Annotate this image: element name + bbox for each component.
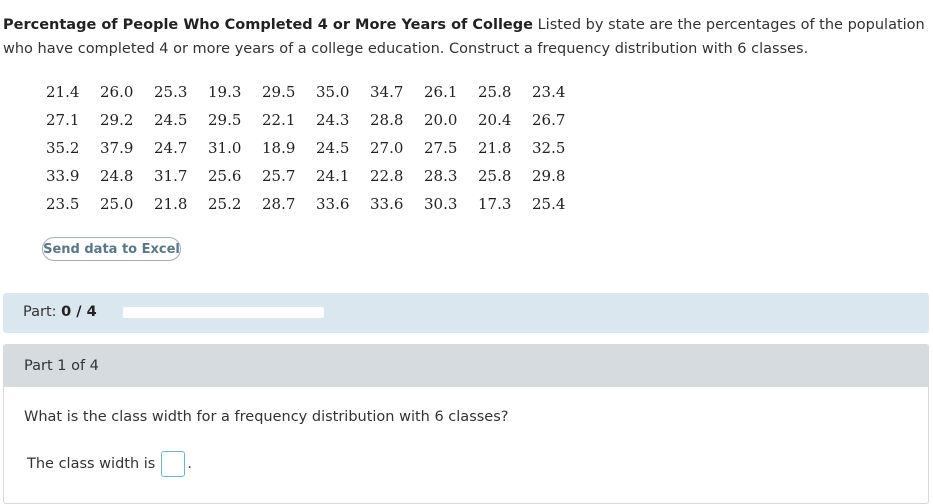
data-cell: 33.6 <box>316 195 350 213</box>
data-cell: 24.5 <box>154 111 188 129</box>
part-progress-label: Part: 0 / 4 <box>23 304 97 320</box>
data-cell: 18.9 <box>262 139 296 157</box>
send-to-excel-button[interactable]: Send data to Excel <box>42 237 181 261</box>
data-cell: 29.5 <box>208 111 242 129</box>
data-cell: 37.9 <box>100 139 134 157</box>
data-cell: 26.7 <box>532 111 566 129</box>
part-progress-bar: Part: 0 / 4 <box>3 293 929 333</box>
data-row: 27.1 29.2 24.5 29.5 22.1 24.3 28.8 20.0 20.4 26.7 <box>46 106 586 134</box>
data-cell: 24.8 <box>100 167 134 185</box>
part-header: Part 1 of 4 <box>4 345 928 387</box>
data-cell: 31.0 <box>208 139 242 157</box>
data-cell: 24.1 <box>316 167 350 185</box>
data-cell: 35.0 <box>316 83 350 101</box>
data-cell: 29.8 <box>532 167 566 185</box>
data-table: 21.4 26.0 25.3 19.3 29.5 35.0 34.7 26.1 25.8 23.4… <box>46 78 586 218</box>
data-cell: 25.6 <box>208 167 242 185</box>
data-cell: 23.4 <box>532 83 566 101</box>
data-cell: 23.5 <box>46 195 80 213</box>
data-cell: 28.3 <box>424 167 458 185</box>
data-cell: 25.8 <box>478 83 512 101</box>
part-progress-value: 0 / 4 <box>61 304 97 320</box>
data-cell: 33.9 <box>46 167 80 185</box>
problem-statement: Percentage of People Who Completed 4 or … <box>3 13 928 61</box>
data-cell: 26.1 <box>424 83 458 101</box>
data-cell: 24.7 <box>154 139 188 157</box>
data-cell: 25.0 <box>100 195 134 213</box>
data-cell: 29.5 <box>262 83 296 101</box>
data-cell: 26.0 <box>100 83 134 101</box>
data-cell: 25.7 <box>262 167 296 185</box>
data-cell: 17.3 <box>478 195 512 213</box>
data-cell: 32.5 <box>532 139 566 157</box>
question-text: What is the class width for a frequency … <box>24 409 509 425</box>
answer-label: The class width is <box>27 456 156 472</box>
problem-description: Listed by state are the percentages of t… <box>3 17 925 57</box>
data-cell: 24.3 <box>316 111 350 129</box>
data-cell: 27.5 <box>424 139 458 157</box>
data-row: 23.5 25.0 21.8 25.2 28.7 33.6 33.6 30.3 17.3 25.4 <box>46 190 586 218</box>
answer-suffix: . <box>187 456 192 472</box>
part-label-text: Part: <box>23 304 57 320</box>
data-cell: 27.0 <box>370 139 404 157</box>
data-row: 33.9 24.8 31.7 25.6 25.7 24.1 22.8 28.3 25.8 29.8 <box>46 162 586 190</box>
data-cell: 35.2 <box>46 139 80 157</box>
data-cell: 34.7 <box>370 83 404 101</box>
data-cell: 28.7 <box>262 195 296 213</box>
data-cell: 20.0 <box>424 111 458 129</box>
part-card: Part 1 of 4 What is the class width for … <box>3 344 929 504</box>
progress-track <box>123 307 324 318</box>
data-cell: 25.3 <box>154 83 188 101</box>
data-cell: 31.7 <box>154 167 188 185</box>
answer-row: The class width is . <box>27 451 192 477</box>
data-cell: 25.4 <box>532 195 566 213</box>
data-cell: 21.8 <box>478 139 512 157</box>
data-cell: 29.2 <box>100 111 134 129</box>
class-width-input[interactable] <box>161 451 186 477</box>
data-cell: 27.1 <box>46 111 80 129</box>
data-cell: 21.8 <box>154 195 188 213</box>
data-cell: 24.5 <box>316 139 350 157</box>
data-cell: 25.2 <box>208 195 242 213</box>
data-cell: 25.8 <box>478 167 512 185</box>
data-cell: 19.3 <box>208 83 242 101</box>
data-cell: 33.6 <box>370 195 404 213</box>
data-cell: 21.4 <box>46 83 80 101</box>
problem-title: Percentage of People Who Completed 4 or … <box>3 17 533 33</box>
data-cell: 28.8 <box>370 111 404 129</box>
data-cell: 22.1 <box>262 111 296 129</box>
data-row: 35.2 37.9 24.7 31.0 18.9 24.5 27.0 27.5 21.8 32.5 <box>46 134 586 162</box>
data-cell: 20.4 <box>478 111 512 129</box>
data-row: 21.4 26.0 25.3 19.3 29.5 35.0 34.7 26.1 25.8 23.4 <box>46 78 586 106</box>
data-cell: 22.8 <box>370 167 404 185</box>
data-cell: 30.3 <box>424 195 458 213</box>
